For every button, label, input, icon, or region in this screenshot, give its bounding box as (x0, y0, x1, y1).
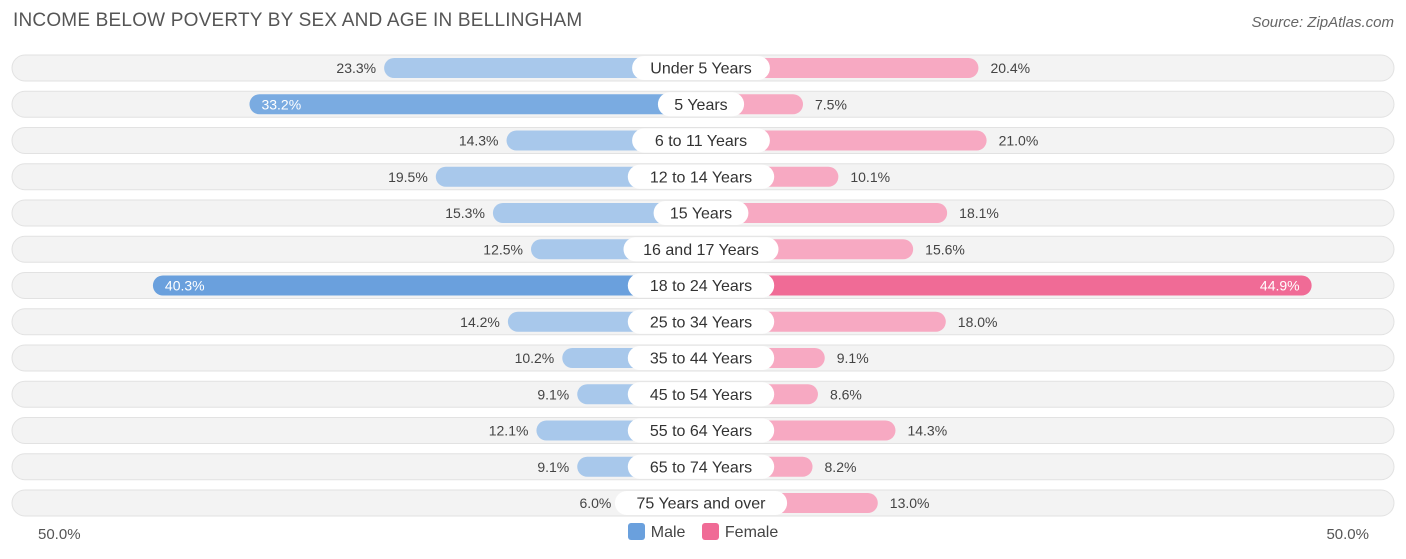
category-label: 5 Years (674, 97, 727, 114)
data-label-male: 9.1% (537, 386, 569, 402)
data-label-female: 21.0% (999, 133, 1039, 149)
category-label: 75 Years and over (637, 496, 767, 513)
data-label-male: 19.5% (388, 169, 428, 185)
category-pill (653, 201, 749, 225)
data-label-male: 6.0% (579, 495, 611, 511)
data-label-female: 7.5% (815, 96, 847, 112)
category-pill (623, 237, 779, 262)
legend-item-female: Female (701, 523, 779, 542)
category-pill (657, 92, 745, 117)
data-label-male: 14.3% (459, 133, 499, 149)
data-label-female: 18.0% (958, 314, 998, 330)
category-label: 12 to 14 Years (650, 169, 752, 186)
category-label: 55 to 64 Years (650, 423, 752, 440)
legend-swatch-male (627, 523, 645, 540)
data-label-female: 8.6% (830, 386, 862, 402)
bar-male (249, 94, 702, 115)
axis-label-right: 50.0% (1326, 526, 1369, 543)
category-pill (627, 382, 775, 407)
data-label-female: 20.4% (990, 60, 1030, 76)
data-label-female: 18.1% (959, 205, 999, 221)
category-pill (614, 491, 788, 515)
bar-female (701, 275, 1312, 296)
data-label-female: 44.9% (1260, 278, 1300, 294)
category-label: 18 to 24 Years (650, 278, 752, 295)
data-label-male: 12.5% (483, 241, 523, 257)
category-pill (632, 56, 770, 80)
category-pill (627, 454, 775, 479)
chart-title: INCOME BELOW POVERTY BY SEX AND AGE IN B… (13, 10, 583, 31)
category-label: 35 to 44 Years (650, 351, 752, 368)
data-label-male: 9.1% (537, 459, 569, 475)
data-label-female: 14.3% (907, 423, 947, 439)
data-label-male: 15.3% (445, 205, 485, 221)
category-pill (627, 164, 775, 189)
data-label-male: 12.1% (489, 423, 529, 439)
bar-male (384, 58, 701, 78)
category-label: 6 to 11 Years (655, 133, 747, 150)
data-label-female: 8.2% (825, 459, 857, 475)
category-pill (627, 346, 775, 370)
category-label: 15 Years (670, 206, 732, 223)
axis-label-left: 50.0% (38, 526, 81, 543)
data-label-male: 40.3% (165, 278, 205, 294)
data-label-female: 13.0% (890, 495, 930, 511)
data-label-female: 15.6% (925, 241, 965, 257)
data-label-male: 10.2% (515, 350, 555, 366)
legend-item-male: Male (627, 523, 686, 542)
category-label: 25 to 34 Years (650, 314, 752, 331)
bar-female (701, 130, 987, 151)
bar-male (152, 275, 702, 296)
data-label-male: 23.3% (336, 60, 376, 76)
data-label-female: 10.1% (850, 169, 890, 185)
legend: Male Female (0, 523, 1406, 542)
category-pill (627, 418, 775, 443)
source-note: Source: ZipAtlas.com (1251, 14, 1394, 31)
legend-swatch-female (701, 523, 719, 540)
category-label: 45 to 54 Years (650, 387, 752, 404)
bar-female (701, 203, 948, 223)
data-label-male: 33.2% (261, 96, 301, 112)
category-pill (632, 128, 770, 153)
legend-label-male: Male (650, 524, 686, 541)
bar-male (492, 203, 701, 223)
bar-female (701, 58, 979, 78)
category-label: Under 5 Years (650, 61, 751, 78)
bar-chart: 23.3% 20.4% Under 5 Years 33.2% 7.5% 5 Years 1… (11, 54, 1395, 517)
legend-label-female: Female (724, 524, 779, 541)
category-pill (627, 273, 775, 298)
category-label: 65 to 74 Years (650, 459, 752, 476)
category-pill (627, 309, 775, 334)
category-label: 16 and 17 Years (643, 242, 759, 259)
data-label-female: 9.1% (837, 350, 869, 366)
data-label-male: 14.2% (460, 314, 500, 330)
